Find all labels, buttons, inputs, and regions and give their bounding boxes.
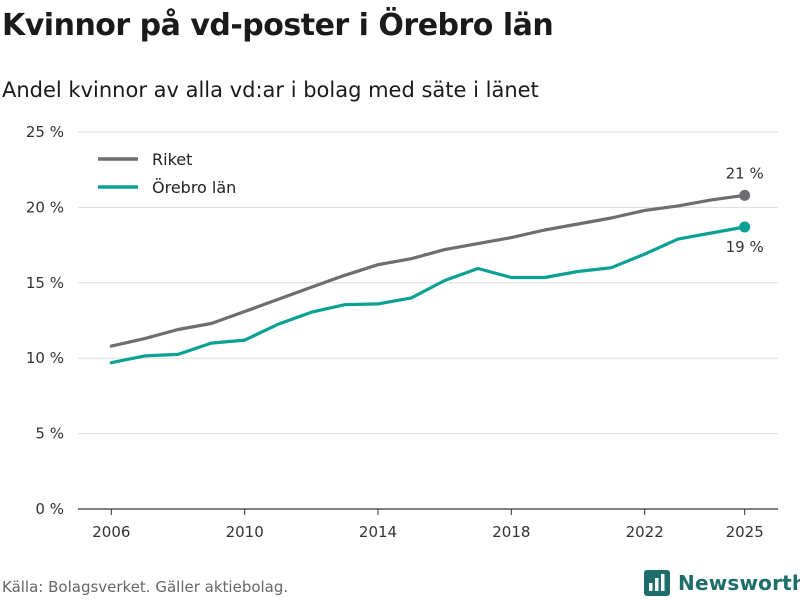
newsworthy-logo[interactable]: Newsworthy <box>644 567 800 599</box>
y-tick-label: 25 % <box>26 123 64 141</box>
brand-name: Newsworthy <box>678 571 800 595</box>
chart-subtitle: Andel kvinnor av alla vd:ar i bolag med … <box>2 78 539 102</box>
y-tick-label: 5 % <box>35 425 64 443</box>
x-tick-label: 2010 <box>226 523 264 541</box>
legend-label-orebro: Örebro län <box>152 178 236 197</box>
y-tick-label: 0 % <box>35 500 64 518</box>
x-tick-label: 2014 <box>359 523 397 541</box>
series-line-orebro <box>109 225 747 365</box>
x-tick-label: 2006 <box>92 523 130 541</box>
y-tick-label: 20 % <box>26 198 64 216</box>
x-tick-label: 2025 <box>726 523 764 541</box>
y-tick-label: 10 % <box>26 349 64 367</box>
series-end-marker-orebro <box>739 221 751 233</box>
x-tick-label: 2022 <box>626 523 664 541</box>
legend-label-riket: Riket <box>152 150 192 169</box>
series-end-label-orebro: 19 % <box>726 238 764 256</box>
series-end-marker-riket <box>739 189 751 201</box>
series-end-label-riket: 21 % <box>726 164 764 182</box>
source-note: Källa: Bolagsverket. Gäller aktiebolag. <box>2 578 289 596</box>
bar-chart-logo-icon <box>644 570 670 596</box>
series-line-riket <box>109 193 747 348</box>
chart-title: Kvinnor på vd-poster i Örebro län <box>2 8 554 43</box>
x-tick-label: 2018 <box>492 523 530 541</box>
y-tick-label: 15 % <box>26 274 64 292</box>
